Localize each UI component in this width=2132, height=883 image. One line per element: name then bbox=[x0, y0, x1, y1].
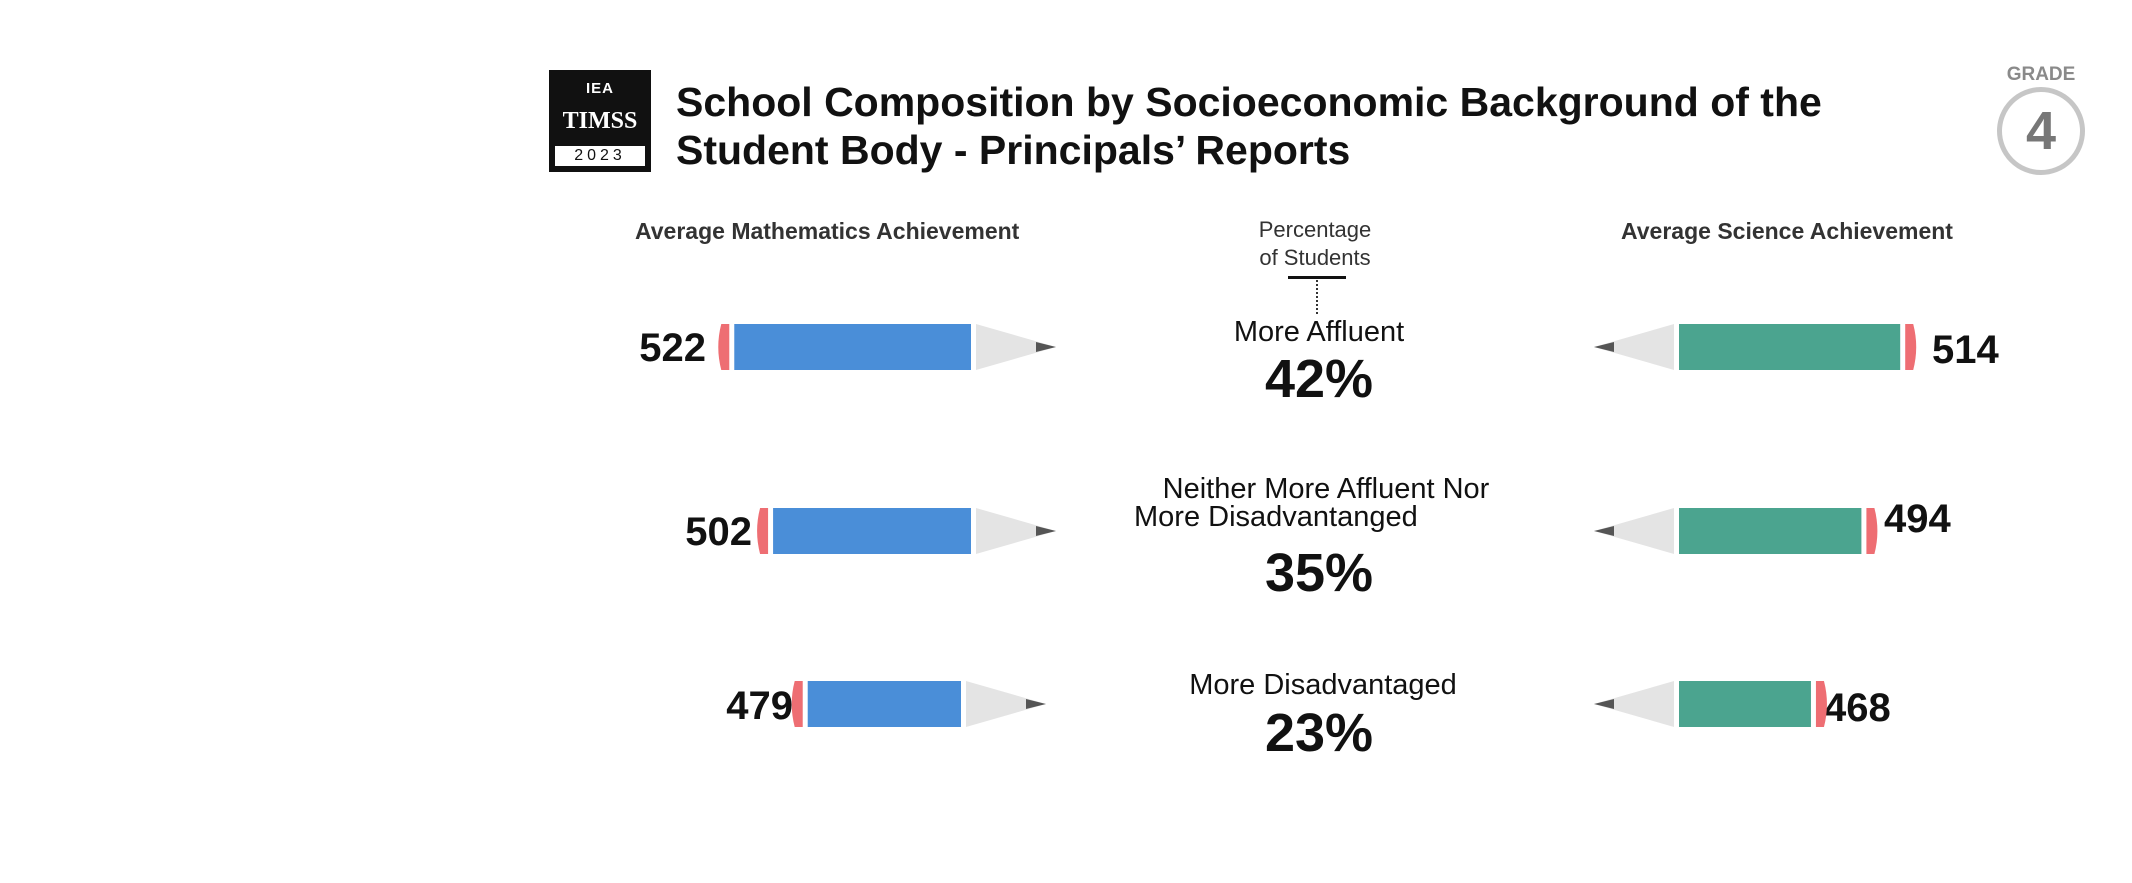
math-pencil-tip bbox=[966, 681, 1046, 727]
category-label-line: More Disadvantanged bbox=[1134, 501, 1418, 533]
center-title-rule bbox=[1288, 276, 1346, 279]
logo-timss-text: TIMSS bbox=[562, 108, 638, 134]
math-pencil-lead bbox=[1026, 699, 1046, 709]
math-pencil-tip bbox=[976, 508, 1056, 554]
science-pencil-eraser bbox=[1905, 324, 1917, 370]
math-pencil-eraser bbox=[718, 324, 730, 370]
category-label-line: Neither More Affluent Nor bbox=[1162, 473, 1490, 505]
math-bar bbox=[734, 324, 971, 370]
math-pencil-lead bbox=[1036, 526, 1056, 536]
science-pencil-lead bbox=[1594, 699, 1614, 709]
timss-logo: IEA TIMSS 2023 bbox=[549, 70, 651, 172]
math-pencil-eraser bbox=[791, 681, 803, 727]
page-title: School Composition by Socioeconomic Back… bbox=[676, 79, 1822, 173]
percent-neither: 35% bbox=[1264, 543, 1374, 603]
logo-year-text: 2023 bbox=[555, 146, 645, 166]
math-value-more-affluent: 522 bbox=[639, 326, 706, 370]
math-value-neither: 502 bbox=[685, 510, 752, 554]
science-pencil-lead bbox=[1594, 342, 1614, 352]
science-bar bbox=[1679, 324, 1901, 370]
percentage-column-title: Percentage of Students bbox=[1215, 216, 1415, 272]
percent-more-affluent: 42% bbox=[1264, 349, 1374, 409]
center-dotted-connector bbox=[1316, 280, 1318, 314]
science-value-more-affluent: 514 bbox=[1932, 328, 1999, 372]
science-value-neither: 494 bbox=[1884, 497, 1951, 541]
science-pencil-tip bbox=[1594, 324, 1674, 370]
category-label-more-disadvantaged: More Disadvantaged bbox=[1063, 669, 1583, 701]
math-bar bbox=[807, 681, 961, 727]
math-pencil-tip bbox=[976, 324, 1056, 370]
percent-more-disadvantaged: 23% bbox=[1264, 703, 1374, 763]
science-pencil-tip bbox=[1594, 508, 1674, 554]
science-pencil-eraser bbox=[1815, 681, 1827, 727]
percentage-title-line1: Percentage bbox=[1258, 217, 1372, 242]
math-pencil-lead bbox=[1036, 342, 1056, 352]
category-label-line: More Affluent bbox=[1233, 316, 1405, 348]
logo-iea-text: IEA bbox=[585, 80, 614, 97]
math-value-more-disadvantaged: 479 bbox=[726, 684, 793, 728]
science-pencil-tip bbox=[1594, 681, 1674, 727]
grade-label: GRADE bbox=[2006, 64, 2076, 85]
science-column-title: Average Science Achievement bbox=[1621, 218, 1953, 244]
math-column-title: Average Mathematics Achievement bbox=[635, 218, 1020, 244]
science-bar bbox=[1679, 681, 1811, 727]
science-pencil-eraser bbox=[1866, 508, 1878, 554]
category-label-neither: Neither More Affluent Nor More Disadvant… bbox=[1066, 473, 1586, 533]
category-label-more-affluent: More Affluent bbox=[1059, 316, 1579, 348]
percentage-title-line2: of Students bbox=[1259, 245, 1371, 270]
science-value-more-disadvantaged: 468 bbox=[1824, 686, 1891, 730]
science-pencil-lead bbox=[1594, 526, 1614, 536]
grade-badge: 4 bbox=[1997, 87, 2085, 175]
category-label-line: More Disadvantaged bbox=[1189, 669, 1457, 701]
math-pencil-eraser bbox=[757, 508, 769, 554]
science-bar bbox=[1679, 508, 1862, 554]
math-bar bbox=[773, 508, 971, 554]
